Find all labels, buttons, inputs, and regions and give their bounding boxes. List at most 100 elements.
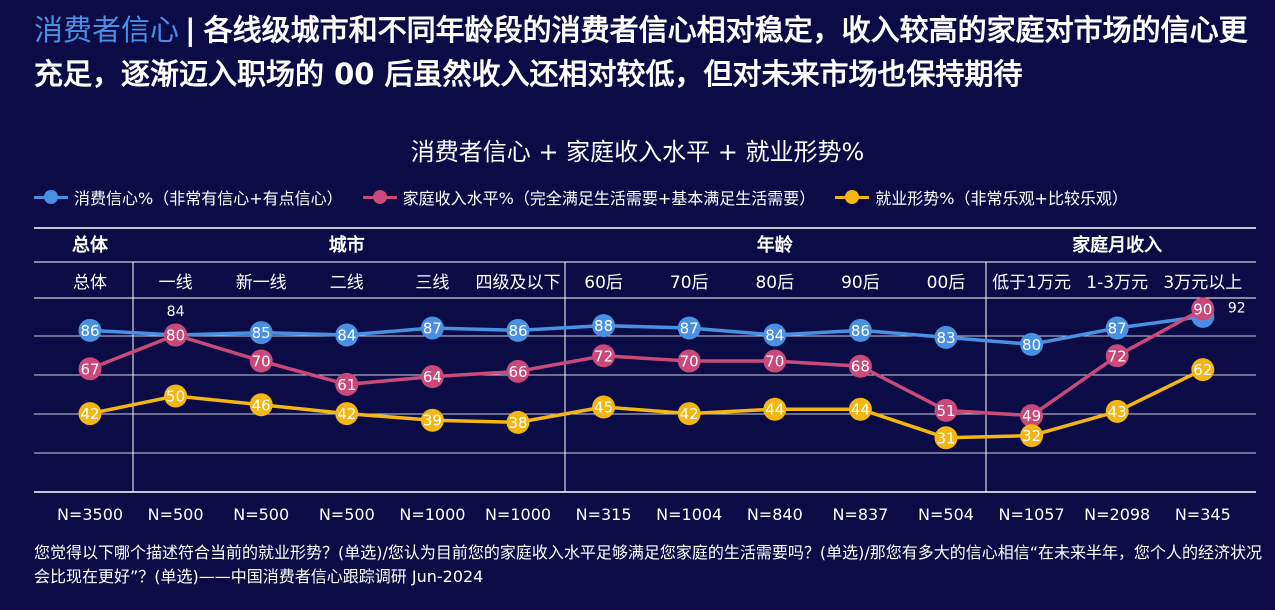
- series-2-point-0: [78, 402, 102, 426]
- series-1-point-7: [677, 349, 701, 373]
- series-0-label-1: 84: [167, 304, 185, 320]
- series-0-point-2: [249, 321, 273, 345]
- series-2-point-12: [1105, 399, 1129, 423]
- series-0-point-6: [592, 314, 616, 338]
- sample-size-12: N=2098: [1084, 505, 1150, 524]
- series-0-point-0: [78, 318, 102, 342]
- series-1-point-10: [934, 398, 958, 422]
- group-label-0: 总体: [72, 234, 109, 256]
- series-1-label-12: 72: [1108, 347, 1127, 365]
- sample-size-2: N=500: [233, 505, 289, 524]
- sample-size-7: N=1004: [656, 505, 722, 524]
- series-0-label-9: 86: [851, 322, 870, 340]
- series-0-label-5: 86: [508, 322, 527, 340]
- category-label-3: 二线: [330, 273, 364, 293]
- series-0-label-12: 87: [1108, 320, 1127, 338]
- sample-size-3: N=500: [319, 505, 375, 524]
- series-1-label-11: 49: [1022, 407, 1041, 425]
- series-2-point-4: [420, 408, 444, 432]
- series-1-label-8: 70: [765, 353, 784, 371]
- series-0-point-8: [763, 323, 787, 347]
- sample-size-11: N=1057: [999, 505, 1065, 524]
- series-2-point-13: [1191, 358, 1215, 382]
- series-2-point-6: [592, 395, 616, 419]
- series-2-label-7: 42: [680, 405, 699, 423]
- category-label-8: 80后: [755, 273, 794, 293]
- category-label-10: 00后: [927, 273, 966, 293]
- series-2-label-5: 38: [508, 414, 527, 432]
- series-2-point-9: [848, 397, 872, 421]
- series-2-label-4: 39: [423, 412, 442, 430]
- series-2-label-6: 45: [594, 399, 613, 417]
- headline: 消费者信心 | 各线级城市和不同年龄段的消费者信心相对稳定，收入较高的家庭对市场的信…: [34, 8, 1259, 96]
- series-line-0: [89, 314, 1204, 347]
- series-2-label-10: 31: [936, 429, 955, 447]
- category-label-1: 一线: [159, 273, 193, 293]
- series-1-point-2: [249, 349, 273, 373]
- series-0-label-10: 83: [936, 329, 955, 347]
- series-1-point-4: [420, 365, 444, 389]
- sample-size-13: N=345: [1175, 505, 1231, 524]
- series-0-point-10: [934, 325, 958, 349]
- series-0-label-0: 86: [80, 322, 99, 340]
- series-1-label-10: 51: [936, 402, 955, 420]
- series-2-point-1: [164, 384, 188, 408]
- series-0-label-2: 85: [252, 324, 271, 342]
- category-label-2: 新一线: [236, 273, 287, 293]
- series-1-label-5: 66: [508, 363, 527, 381]
- series-2-label-3: 42: [337, 405, 356, 423]
- series-2-point-7: [677, 402, 701, 426]
- series-0-label-7: 87: [680, 320, 699, 338]
- series-2-label-9: 44: [851, 401, 870, 419]
- series-1-label-2: 70: [252, 353, 271, 371]
- category-label-9: 90后: [841, 273, 880, 293]
- sample-size-1: N=500: [148, 505, 204, 524]
- series-2-point-11: [1020, 424, 1044, 448]
- series-0-label-11: 80: [1022, 336, 1041, 354]
- series-1-point-12: [1105, 344, 1129, 368]
- headline-separator: |: [185, 13, 196, 47]
- series-0-point-7: [677, 316, 701, 340]
- legend-label-consumer-confidence: 消费信心%（非常有信心+有点信心）: [74, 189, 343, 208]
- group-label-3: 家庭月收入: [1072, 234, 1162, 256]
- series-2-point-8: [763, 397, 787, 421]
- legend-label-employment: 就业形势%（非常乐观+比较乐观）: [875, 189, 1128, 208]
- series-2-label-13: 62: [1193, 361, 1212, 379]
- category-label-4: 三线: [415, 273, 449, 293]
- series-line-1: [89, 307, 1204, 418]
- series-1-label-3: 61: [337, 376, 356, 394]
- series-0-point-3: [335, 323, 359, 347]
- category-label-11: 低于1万元: [992, 273, 1071, 293]
- series-2-label-0: 42: [80, 405, 99, 423]
- series-1-label-0: 67: [80, 360, 99, 378]
- series-1-point-13: [1191, 297, 1215, 321]
- sample-size-5: N=1000: [485, 505, 551, 524]
- group-label-1: 城市: [329, 234, 365, 256]
- series-2-point-5: [506, 410, 530, 434]
- series-1-point-5: [506, 359, 530, 383]
- series-1-point-6: [592, 344, 616, 368]
- headline-accent: 消费者信心: [34, 13, 180, 47]
- sample-size-10: N=504: [918, 505, 974, 524]
- series-line-2: [89, 368, 1204, 440]
- series-2-point-3: [335, 402, 359, 426]
- series-1-point-0: [78, 357, 102, 381]
- series-1-label-7: 70: [680, 353, 699, 371]
- series-2-label-8: 44: [765, 401, 784, 419]
- series-1-point-11: [1020, 404, 1044, 428]
- sample-size-0: N=3500: [57, 505, 123, 524]
- legend-swatch-consumer-confidence: [34, 190, 68, 204]
- legend-item-household-income: 家庭收入水平%（完全满足生活需要+基本满足生活需要）: [362, 185, 815, 209]
- legend-item-employment: 就业形势%（非常乐观+比较乐观）: [835, 185, 1128, 209]
- sample-size-6: N=315: [576, 505, 632, 524]
- series-1-label-9: 68: [851, 358, 870, 376]
- category-label-7: 70后: [670, 273, 709, 293]
- category-label-6: 60后: [584, 273, 623, 293]
- category-label-12: 1-3万元: [1086, 273, 1148, 293]
- series-0-point-11: [1020, 332, 1044, 356]
- legend-item-consumer-confidence: 消费信心%（非常有信心+有点信心）: [34, 185, 343, 209]
- series-2-label-12: 43: [1108, 403, 1127, 421]
- series-2-label-2: 46: [252, 396, 271, 414]
- footnote: 您觉得以下哪个描述符合当前的就业形势？(单选)/您认为目前您的家庭收入水平足够满…: [34, 543, 1263, 586]
- category-label-5: 四级及以下: [476, 273, 561, 293]
